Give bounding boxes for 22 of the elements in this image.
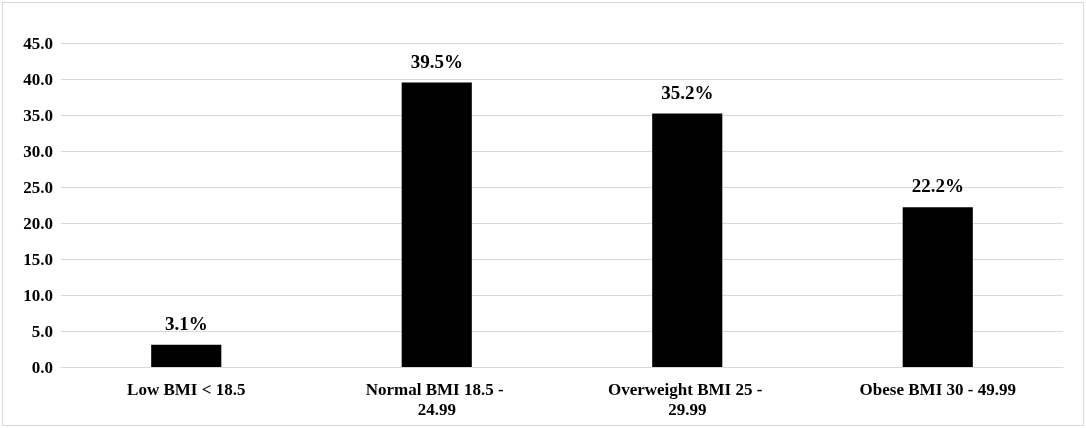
y-tick-label: 15.0 — [23, 249, 53, 269]
y-tick-label: 30.0 — [23, 141, 53, 161]
bar — [401, 82, 472, 367]
y-tick-label: 5.0 — [31, 321, 53, 341]
data-label: 3.1% — [164, 312, 208, 334]
data-label: 35.2% — [661, 81, 714, 103]
y-tick-label: 35.0 — [23, 105, 53, 125]
y-tick-label: 40.0 — [23, 69, 53, 89]
x-tick-label: Low BMI < 18.5 — [127, 379, 246, 399]
data-label: 39.5% — [410, 50, 463, 72]
y-tick-label: 20.0 — [23, 213, 53, 233]
y-tick-label: 0.0 — [31, 357, 53, 377]
x-tick-label: Obese BMI 30 - 49.99 — [859, 379, 1016, 399]
bar — [902, 207, 973, 367]
data-label: 22.2% — [911, 175, 964, 197]
bar — [151, 344, 222, 367]
x-tick-label: Overweight BMI 25 - 29.99 — [607, 379, 767, 419]
y-tick-label: 45.0 — [23, 33, 53, 53]
y-tick-label: 10.0 — [23, 285, 53, 305]
y-tick-label: 25.0 — [23, 177, 53, 197]
bar — [652, 113, 723, 367]
x-tick-label: Normal BMI 18.5 - 24.99 — [365, 379, 508, 419]
